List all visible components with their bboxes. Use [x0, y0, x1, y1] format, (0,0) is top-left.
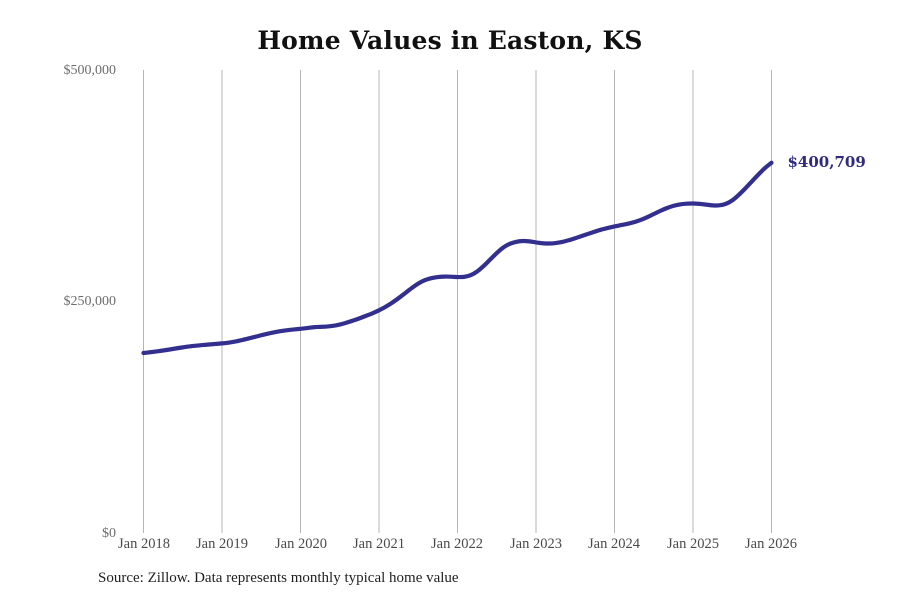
x-axis-label-jan-2019: Jan 2019 — [196, 536, 248, 552]
y-axis-label-500k: $500,000 — [63, 63, 117, 78]
value-series-line — [141, 160, 774, 356]
source-note: Source: Zillow. Data represents monthly … — [98, 570, 459, 586]
x-axis-label-jan-2022: Jan 2022 — [431, 536, 483, 552]
gridlines-group — [143, 70, 772, 533]
x-axis-label-jan-2020: Jan 2020 — [275, 536, 327, 552]
x-axis-label-jan-2021: Jan 2021 — [353, 536, 405, 552]
x-axis-label-jan-2025: Jan 2025 — [667, 536, 719, 552]
y-axis-label-0: $0 — [102, 526, 116, 541]
x-axis-label-jan-2026: Jan 2026 — [745, 536, 797, 552]
x-axis-label-jan-2024: Jan 2024 — [588, 536, 640, 552]
page-title: Home Values in Easton, KS — [257, 26, 643, 55]
x-axis-label-jan-2018: Jan 2018 — [118, 536, 170, 552]
end-value-annotation: $400,709 — [787, 152, 866, 171]
y-axis-label-250k: $250,000 — [63, 294, 117, 309]
x-axis-label-jan-2023: Jan 2023 — [510, 536, 562, 552]
